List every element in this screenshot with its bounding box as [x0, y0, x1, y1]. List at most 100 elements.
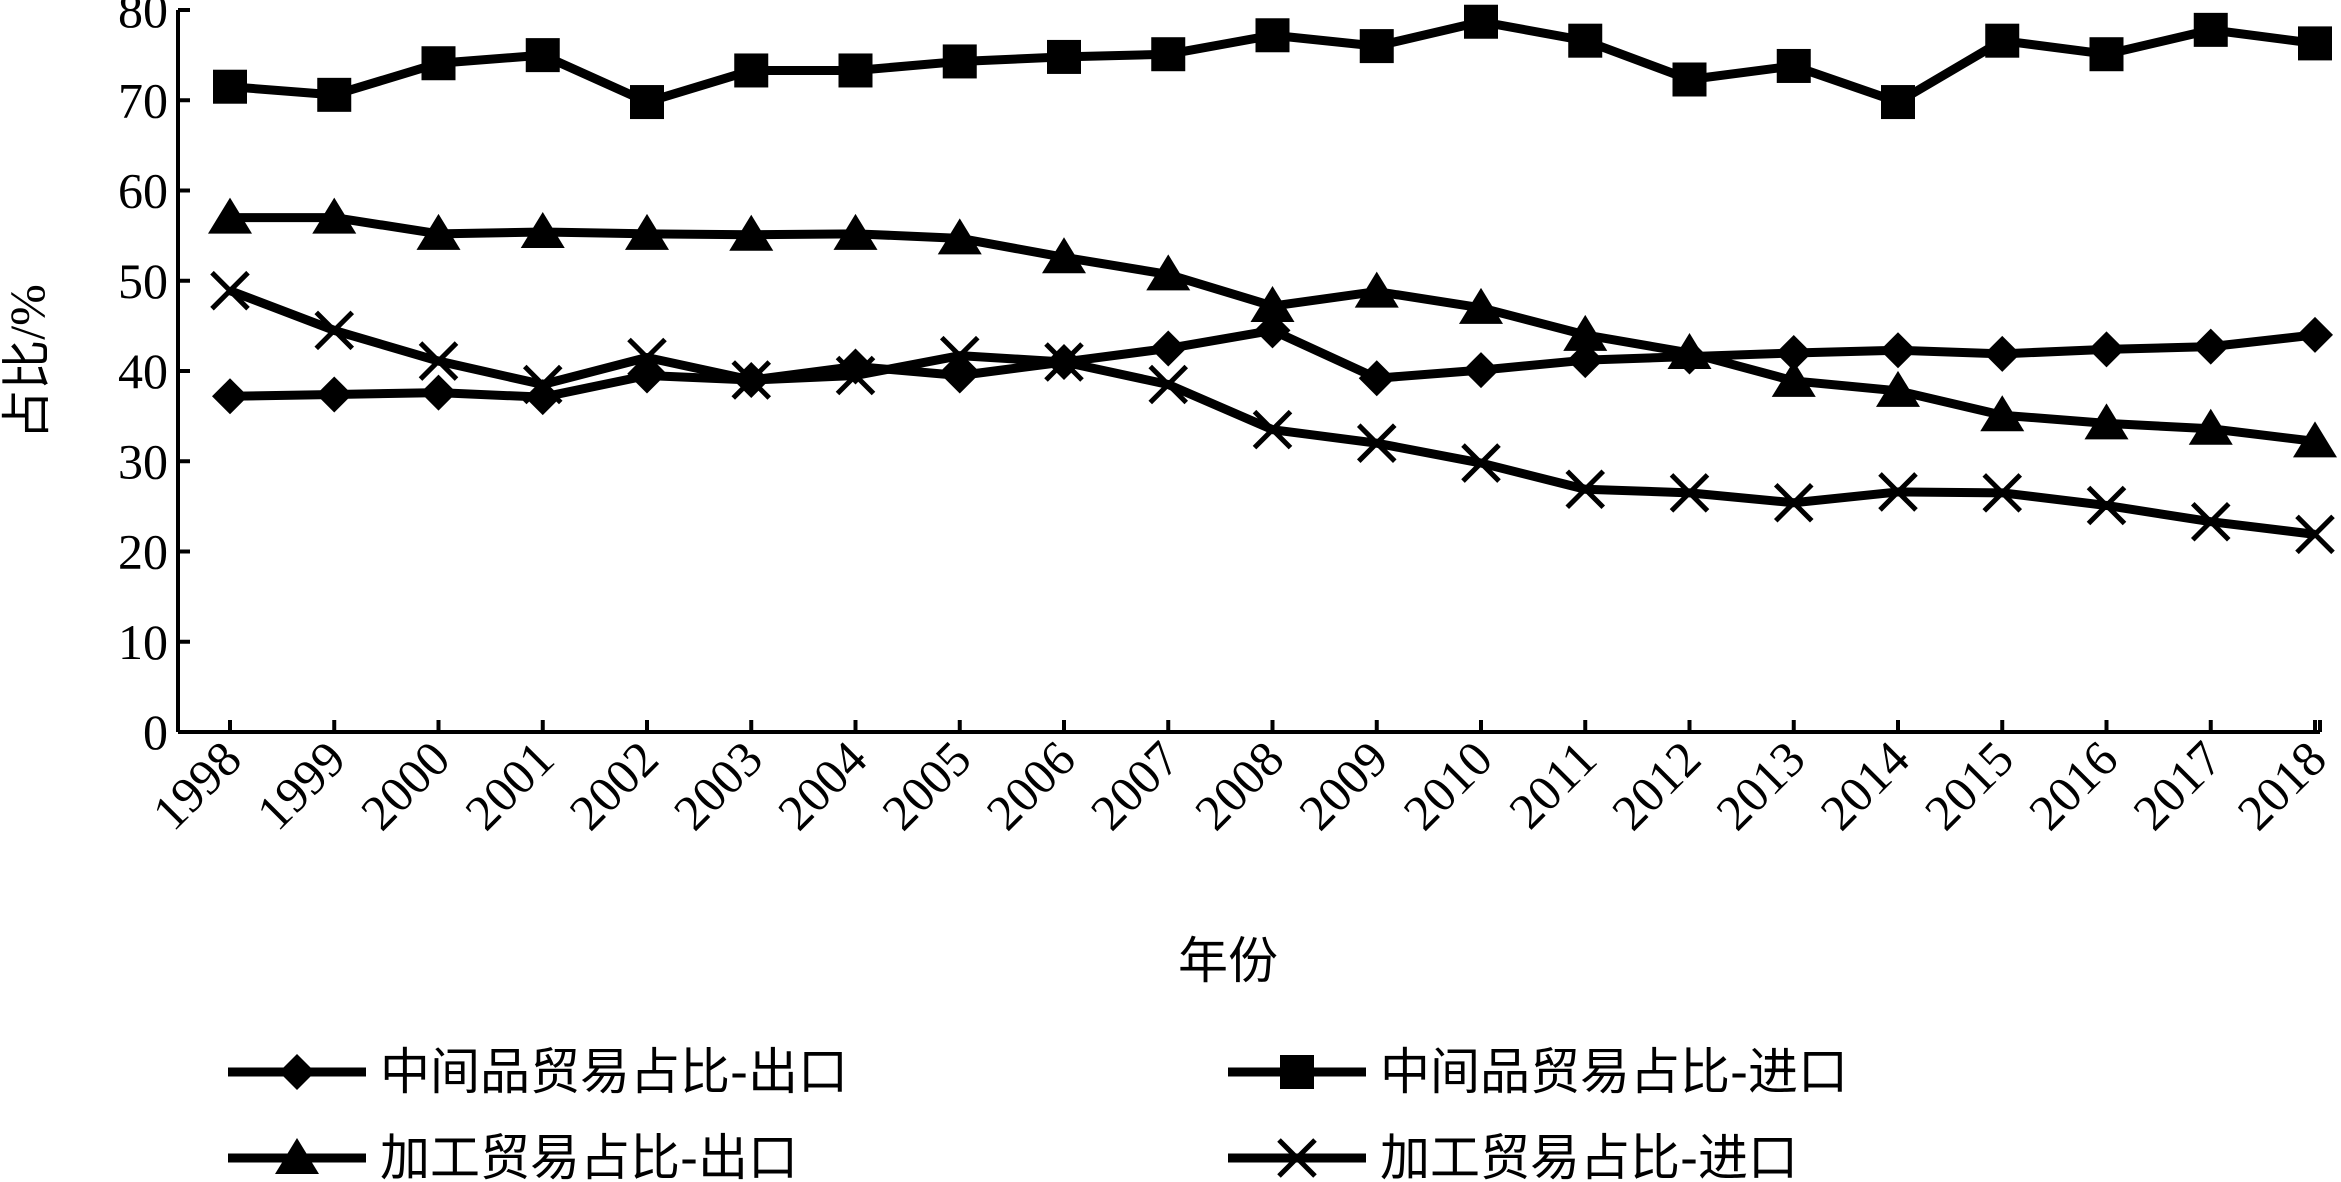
data-point [416, 213, 461, 250]
x-tick-label: 2011 [1498, 730, 1607, 839]
legend-marker [1277, 1138, 1317, 1178]
data-point [520, 212, 565, 249]
data-point [627, 337, 667, 378]
y-tick-label: 70 [118, 72, 168, 128]
data-point [524, 379, 561, 416]
data-point [1771, 360, 1816, 397]
series-layer [208, 4, 2337, 555]
x-tick-label: 2006 [975, 730, 1085, 840]
y-axis-ticks: 0 10 20 30 40 50 60 70 80 [118, 0, 190, 760]
data-point [1252, 409, 1293, 450]
data-point [1984, 335, 2021, 372]
x-tick-label: 2001 [454, 730, 564, 840]
data-point [418, 341, 459, 381]
data-point [2297, 316, 2333, 353]
series-3 [208, 197, 2337, 458]
data-point [1464, 4, 1498, 39]
data-point [212, 378, 248, 415]
data-point [625, 213, 669, 250]
x-tick-label: 2010 [1392, 730, 1502, 840]
data-point [2192, 328, 2229, 365]
data-point [1980, 395, 2025, 432]
legend-marker [1280, 1055, 1314, 1089]
data-point [213, 69, 247, 104]
data-point [941, 357, 978, 394]
data-point [1356, 423, 1397, 463]
data-point [1358, 360, 1395, 397]
data-point [316, 376, 353, 413]
y-tick-label: 30 [118, 433, 168, 489]
data-point [1359, 29, 1394, 64]
data-point [2295, 514, 2335, 555]
x-tick-label: 2009 [1288, 730, 1398, 840]
x-tick-label: 2007 [1080, 730, 1190, 840]
data-point [1148, 364, 1189, 405]
data-point [1354, 271, 1399, 308]
legend-item: 中间品贸易占比-进口 [1228, 1043, 1848, 1101]
data-point [1568, 23, 1603, 58]
data-point [2188, 408, 2233, 445]
y-tick-label: 40 [118, 343, 168, 399]
legend-item: 中间品贸易占比-出口 [228, 1043, 848, 1101]
x-axis-title: 年份 [1178, 933, 1278, 989]
x-tick-label: 2003 [663, 730, 773, 840]
data-point [1563, 314, 1608, 351]
legend-marker [275, 1138, 319, 1174]
data-point [208, 197, 252, 234]
data-point [1250, 286, 1295, 323]
data-point [1150, 330, 1187, 367]
data-point [1669, 473, 1710, 513]
y-tick-label: 10 [118, 614, 168, 670]
data-point [1567, 342, 1604, 379]
data-point [734, 53, 769, 88]
data-point [1047, 39, 1081, 74]
data-point [1876, 370, 1920, 407]
data-point [1775, 334, 1812, 371]
data-point [2293, 421, 2337, 458]
x-tick-label: 2000 [350, 730, 460, 840]
x-axis-ticks: 1998199920002001200220032004200520062007… [141, 720, 2337, 840]
data-point [2084, 403, 2129, 440]
data-point [1151, 37, 1186, 72]
data-point [210, 270, 250, 311]
x-tick-label: 1999 [246, 730, 356, 840]
data-point [1776, 48, 1811, 83]
legend-item: 加工贸易占比-进口 [1228, 1129, 1798, 1182]
data-point [1880, 332, 1916, 369]
data-point [1255, 18, 1290, 53]
data-point [525, 38, 560, 73]
data-point [1773, 482, 1814, 523]
data-point [939, 335, 980, 376]
x-tick-label: 2017 [2122, 730, 2232, 840]
data-point [838, 53, 873, 88]
data-point [2298, 26, 2332, 61]
data-point [1881, 85, 1915, 120]
x-tick-label: 2014 [1809, 730, 1919, 840]
data-point [1463, 352, 1499, 389]
x-tick-label: 2005 [871, 730, 981, 840]
x-tick-label: 2002 [558, 730, 668, 840]
y-tick-label: 50 [118, 253, 168, 309]
data-point [2089, 37, 2124, 72]
y-tick-label: 20 [118, 524, 168, 580]
data-point [317, 77, 352, 112]
x-tick-label: 2008 [1184, 730, 1294, 840]
x-tick-label: 2016 [2018, 730, 2128, 840]
x-tick-label: 2012 [1601, 730, 1711, 840]
x-tick-label: 2004 [767, 730, 877, 840]
data-point [1044, 342, 1084, 382]
data-point [942, 44, 977, 79]
x-tick-label: 2018 [2226, 730, 2336, 840]
data-point [1565, 469, 1606, 509]
legend-label: 加工贸易占比-出口 [380, 1129, 798, 1182]
data-point [312, 197, 357, 234]
data-point [729, 214, 774, 251]
data-point [1461, 443, 1501, 483]
data-point [2086, 485, 2127, 526]
data-point [1459, 287, 1503, 324]
legend-marker [279, 1054, 315, 1090]
data-point [522, 364, 563, 405]
legend-label: 中间品贸易占比-进口 [1380, 1043, 1848, 1101]
data-point [2190, 501, 2231, 542]
